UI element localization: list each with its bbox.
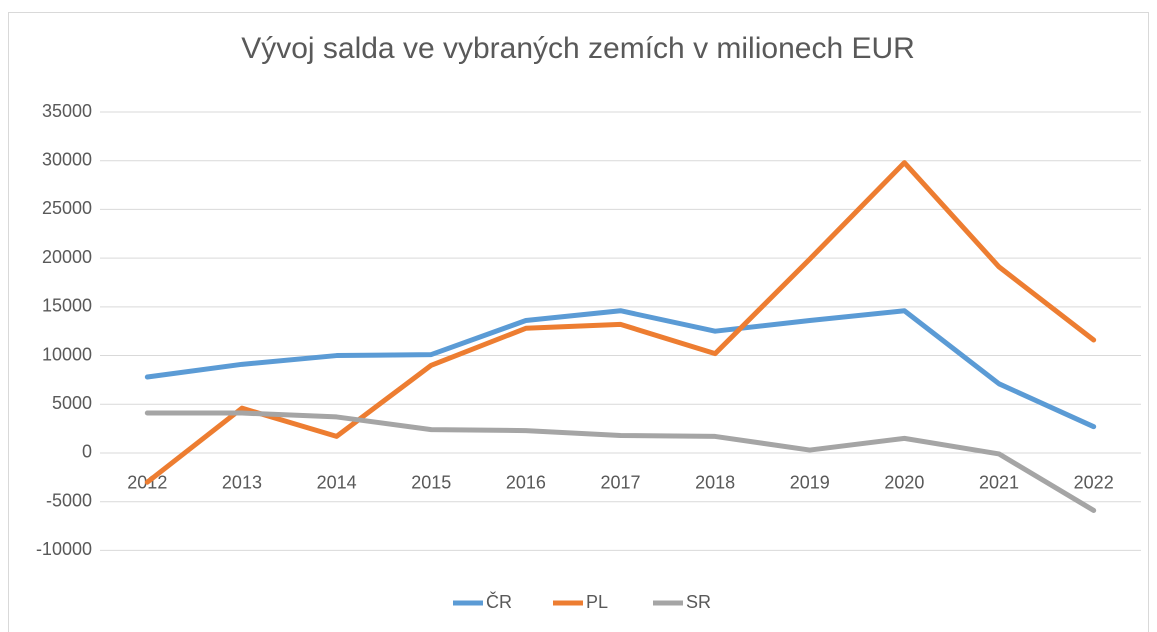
- x-tick-label: 2017: [600, 473, 640, 493]
- y-tick-label: 10000: [42, 344, 92, 364]
- legend-label: SR: [686, 592, 711, 612]
- legend-label: PL: [586, 592, 608, 612]
- x-tick-label: 2021: [979, 473, 1019, 493]
- series-line: [144, 410, 1097, 513]
- chart-border: [8, 12, 1149, 632]
- series-line: [144, 308, 1097, 430]
- chart-title: Vývoj salda ve vybraných zemích v milion…: [241, 32, 915, 65]
- x-tick-label: 2013: [222, 473, 262, 493]
- y-tick-label: -5000: [46, 490, 92, 510]
- legend-label: ČR: [486, 591, 512, 612]
- x-tick-label: 2019: [790, 473, 830, 493]
- y-tick-label: 35000: [42, 101, 92, 121]
- y-tick-label: 0: [82, 442, 92, 462]
- y-tick-label: 5000: [52, 393, 92, 413]
- y-tick-label: 20000: [42, 247, 92, 267]
- y-tick-label: 30000: [42, 149, 92, 169]
- x-tick-label: 2020: [884, 473, 924, 493]
- series-line: [144, 160, 1097, 485]
- x-tick-label: 2015: [411, 473, 451, 493]
- y-tick-label: 15000: [42, 296, 92, 316]
- y-tick-label: -10000: [36, 539, 92, 559]
- x-tick-label: 2018: [695, 473, 735, 493]
- x-tick-label: 2022: [1074, 473, 1114, 493]
- x-tick-label: 2014: [317, 473, 357, 493]
- x-tick-label: 2016: [506, 473, 546, 493]
- y-tick-label: 25000: [42, 198, 92, 218]
